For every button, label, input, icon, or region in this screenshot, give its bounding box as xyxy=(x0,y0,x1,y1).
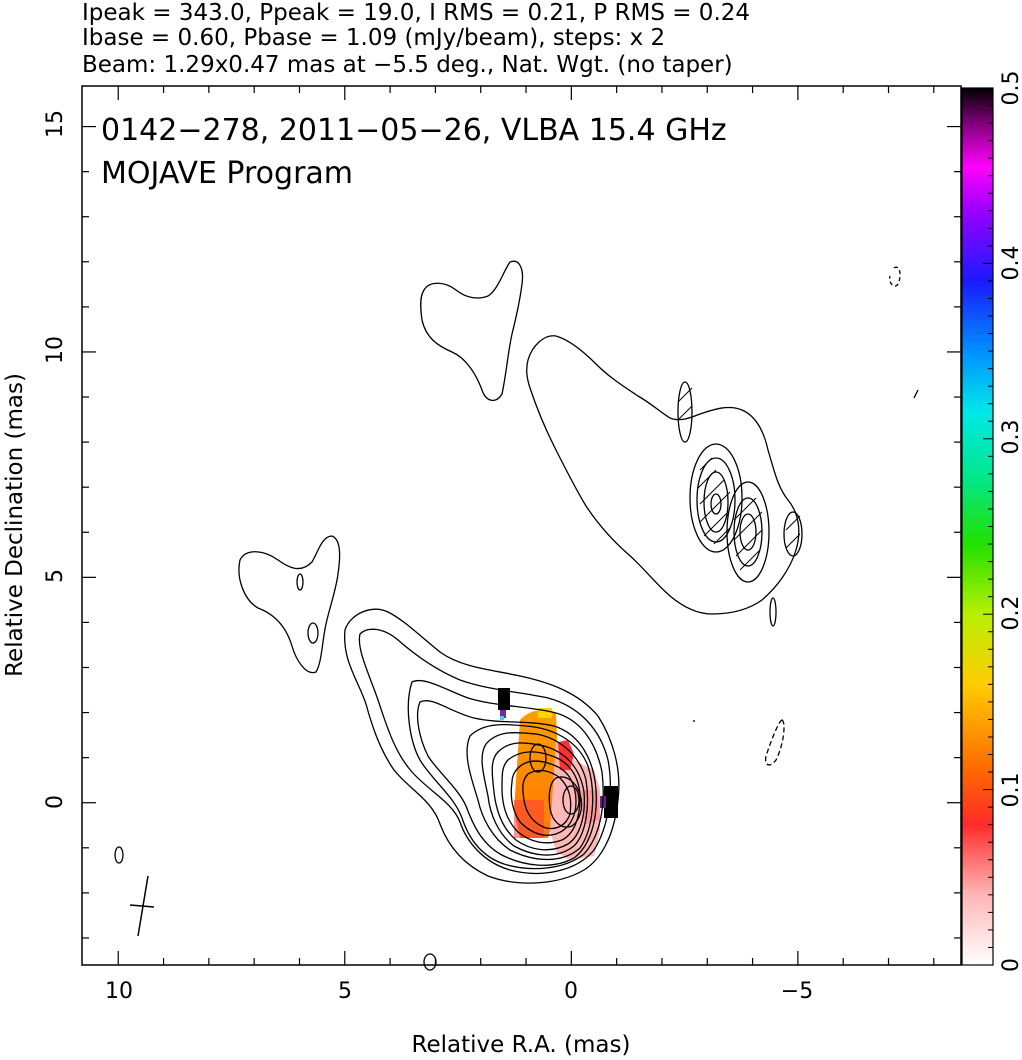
header-line-3: Beam: 1.29x0.47 mas at −5.5 deg., Nat. W… xyxy=(82,52,733,78)
x-tick-label: 0 xyxy=(564,979,578,1004)
colorbar-tick-label: 0.5 xyxy=(999,71,1022,106)
y-tick-label: 5 xyxy=(43,569,68,583)
colorbar-tick-label: 0 xyxy=(999,958,1022,972)
beam-marker xyxy=(129,875,155,937)
y-axis-label: Relative Declination (mas) xyxy=(2,373,28,677)
colorbar-tick-label: 0.2 xyxy=(999,596,1022,631)
y-tick-label: 0 xyxy=(43,795,68,809)
y-tick-label: 10 xyxy=(43,336,68,364)
axis-ticks xyxy=(82,86,961,965)
header-line-2: Ibase = 0.60, Pbase = 1.09 (mJy/beam), s… xyxy=(82,25,665,51)
colorbar-tick-label: 0.4 xyxy=(999,246,1022,281)
colorbar-tick-label: 0.1 xyxy=(999,773,1022,808)
chart-title: 0142−278, 2011−05−26, VLBA 15.4 GHz xyxy=(101,113,727,148)
header-line-1: Ipeak = 343.0, Ppeak = 19.0, I RMS = 0.2… xyxy=(82,0,750,26)
extended-emission-contours xyxy=(114,260,919,971)
chart-subtitle: MOJAVE Program xyxy=(101,156,353,191)
polarization-vectors xyxy=(677,387,801,571)
x-axis-label: Relative R.A. (mas) xyxy=(412,1032,631,1058)
x-tick-label: 10 xyxy=(105,979,133,1004)
colorbar-tick-label: 0.3 xyxy=(999,420,1022,455)
inner-jet-contours xyxy=(343,608,620,884)
plot-frame xyxy=(81,85,962,966)
x-tick-label: 5 xyxy=(338,979,352,1004)
y-tick-label: 15 xyxy=(43,110,68,138)
x-tick-label: −5 xyxy=(781,979,813,1004)
colorbar-ticks xyxy=(983,87,993,966)
colorbar xyxy=(962,88,993,965)
